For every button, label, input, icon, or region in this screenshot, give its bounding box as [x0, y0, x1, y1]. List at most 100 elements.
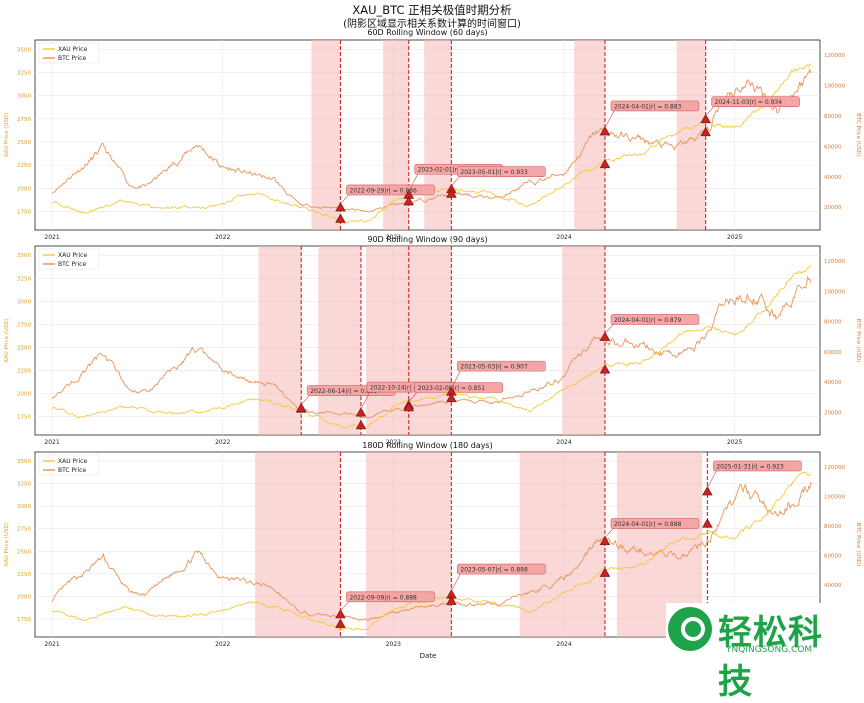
- right-tick-label: 60000: [824, 144, 842, 150]
- chart-panels: 60D Rolling Window (60 days) 1750 2000 2250…: [4, 28, 861, 648]
- correlation-window: [311, 40, 341, 230]
- correlation-window: [383, 40, 409, 230]
- annotation-label: 2024-04-01|r| = 0.883: [614, 103, 682, 110]
- peak-marker-xau: [355, 419, 367, 430]
- figure-subtitle: (阴影区域显示相关系数计算的时间窗口): [343, 17, 521, 30]
- peak-marker-xau: [599, 567, 611, 577]
- series-line-xau: [51, 264, 812, 429]
- right-tick-label: 20000: [824, 205, 842, 211]
- series-line-btc: [51, 481, 812, 621]
- right-tick-label: 100000: [824, 289, 845, 295]
- peak-marker-btc: [355, 407, 367, 417]
- annotation-label: 2025-01-31|r| = 0.923: [716, 463, 784, 470]
- x-tick-label: 2023: [386, 641, 401, 648]
- left-tick-label: 1750: [17, 617, 31, 623]
- correlation-window: [366, 452, 452, 637]
- annotation-label: 2022-06-14|r| = 0.853: [310, 388, 378, 395]
- annotation-box: [610, 100, 700, 112]
- left-tick-label: 3500: [17, 253, 31, 259]
- left-tick-label: 3000: [17, 94, 31, 100]
- correlation-window: [255, 452, 341, 637]
- logo-icon: [668, 607, 712, 651]
- correlation-window: [408, 246, 452, 435]
- left-tick-label: 2000: [17, 594, 31, 600]
- annotation-leader: [408, 172, 419, 192]
- left-tick-label: 3250: [17, 70, 31, 76]
- series-line-btc: [51, 275, 812, 419]
- figure: XAU_BTC 正相关极值时期分析 (阴影区域显示相关系数计算的时间窗口) 60…: [4, 3, 861, 702]
- peak-marker-btc: [599, 126, 611, 136]
- annotation-box: [713, 460, 802, 472]
- watermark-logo: 轻松科技 YNQINGSONG.COM: [666, 603, 856, 702]
- left-tick-label: 3000: [17, 504, 31, 510]
- left-tick-label: 2750: [17, 322, 31, 328]
- right-tick-label: 40000: [824, 380, 842, 386]
- x-tick-label: 2025: [727, 439, 742, 446]
- left-tick-label: 2750: [17, 527, 31, 533]
- annotation-box: [457, 360, 546, 372]
- x-tick-label: 2023: [386, 234, 401, 241]
- annotation-leader: [360, 389, 372, 410]
- left-tick-label: 2250: [17, 368, 31, 374]
- annotation-label: 2022-10-24|r| = 0.888: [370, 385, 438, 392]
- annotation-box: [346, 184, 435, 196]
- y-axis-label-left: XAU Price (USD): [4, 522, 10, 567]
- y-axis-label-right: BTC Price (USD): [855, 113, 861, 157]
- annotation-box: [457, 166, 546, 177]
- x-tick-label: 2024: [556, 641, 571, 648]
- peak-marker-btc: [446, 188, 457, 198]
- left-tick-label: 3000: [17, 299, 31, 305]
- peak-marker-btc: [446, 392, 457, 403]
- left-tick-label: 2750: [17, 117, 31, 123]
- right-tick-label: 100000: [824, 84, 845, 90]
- correlation-window: [562, 246, 605, 435]
- legend-label-btc: BTC Price: [58, 467, 86, 474]
- y-axis-label-right: BTC Price (USD): [855, 523, 861, 567]
- left-tick-label: 2500: [17, 345, 31, 351]
- peak-marker-xau: [599, 158, 611, 169]
- y-axis-label-left: XAU Price (USD): [4, 318, 10, 363]
- left-tick-label: 2500: [17, 549, 31, 555]
- correlation-window: [519, 452, 605, 637]
- annotation-box: [711, 96, 800, 108]
- right-tick-label: 80000: [824, 524, 842, 530]
- peak-marker-xau: [702, 518, 713, 528]
- legend-label-xau: XAU Price: [58, 252, 87, 259]
- right-tick-label: 20000: [824, 410, 842, 416]
- peak-marker-btc: [335, 202, 346, 212]
- annotation-box: [346, 591, 435, 603]
- annotation-leader: [451, 571, 462, 592]
- peak-marker-btc: [403, 195, 414, 206]
- annotation-box: [457, 563, 546, 575]
- left-tick-label: 3250: [17, 276, 31, 282]
- annotation-label: 2022-09-09|r| = 0.888: [349, 594, 417, 601]
- peak-marker-btc: [295, 402, 307, 412]
- legend-label-btc: BTC Price: [58, 261, 86, 268]
- correlation-window: [258, 246, 302, 435]
- legend-label-xau: XAU Price: [58, 458, 87, 465]
- right-tick-label: 120000: [824, 259, 845, 265]
- peak-marker-xau: [335, 213, 346, 223]
- x-tick-label: 2021: [44, 641, 59, 648]
- y-axis-label-left: XAU Price (USD): [4, 113, 10, 158]
- legend-label-btc: BTC Price: [58, 55, 86, 62]
- x-tick-label: 2022: [215, 234, 230, 241]
- legend-label-xau: XAU Price: [58, 46, 87, 53]
- y-axis-label-right: BTC Price (USD): [855, 319, 861, 363]
- x-tick-label: 2022: [215, 439, 230, 446]
- panel-1: 60D Rolling Window (60 days) 1750 2000 2250…: [4, 28, 861, 241]
- annotation-box: [610, 518, 700, 529]
- correlation-window: [366, 246, 409, 435]
- annotation-label: 2023-05-07|r| = 0.898: [460, 567, 528, 574]
- panel-title: 90D Rolling Window (90 days): [367, 235, 487, 244]
- right-tick-label: 80000: [824, 320, 842, 326]
- right-tick-label: 120000: [824, 465, 845, 471]
- peak-marker-xau: [700, 113, 711, 124]
- peak-marker-xau: [599, 364, 611, 374]
- x-tick-label: 2024: [556, 234, 571, 241]
- annotation-label: 2023-05-03|r| = 0.907: [460, 364, 528, 371]
- annotation-label: 2024-04-01|r| = 0.879: [614, 317, 682, 324]
- correlation-window: [318, 246, 361, 435]
- x-axis-label: Date: [420, 652, 437, 660]
- peak-marker-btc: [702, 486, 713, 496]
